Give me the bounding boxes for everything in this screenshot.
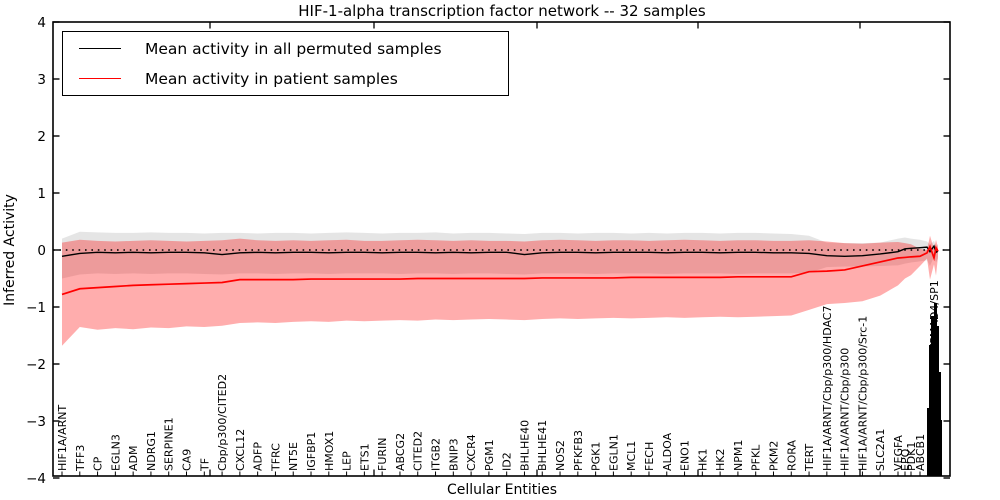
x-tick-label: FECH: [643, 442, 656, 471]
permuted-mean-line: [61, 244, 939, 257]
x-tick-label: FURIN: [376, 438, 389, 472]
x-tick-label: PDK1: [905, 442, 918, 471]
y-axis-label: Inferred Activity: [2, 194, 18, 306]
x-tick-label: CXCR4: [465, 434, 478, 471]
y-tick-label: −4: [26, 471, 46, 487]
x-tick-label: SERPINE1: [163, 417, 176, 471]
legend-item-patient: Mean activity in patient samples: [63, 66, 508, 92]
x-tick-label: CITED2: [412, 431, 425, 471]
x-tick-label: ALDOA: [661, 432, 674, 471]
x-tick-label: BHLHE41: [536, 420, 549, 471]
x-tick-label: PGK1: [590, 442, 603, 471]
x-tick-label: PKM2: [767, 441, 780, 471]
legend-label-permuted: Mean activity in all permuted samples: [145, 39, 442, 58]
x-tick-label: Cbp/p300/CITED2: [216, 374, 229, 471]
x-tick-label: TFRC: [269, 443, 282, 472]
x-tick-label: ID2: [501, 452, 514, 471]
x-tick-label: NT5E: [287, 442, 300, 471]
x-tick-label: EGLN3: [109, 434, 122, 471]
x-tick-label: MCL1: [625, 441, 638, 471]
patient-confidence-band: [62, 235, 938, 346]
y-tick-label: 1: [37, 186, 46, 202]
x-tick-label: TFF3: [74, 445, 87, 472]
x-tick-label: ADFP: [252, 442, 265, 471]
legend-label-patient: Mean activity in patient samples: [145, 69, 398, 88]
x-tick-label: ENO1: [679, 440, 692, 471]
x-tick-label: ETS1: [358, 443, 371, 471]
x-tick-label: SLC2A1: [874, 429, 887, 471]
chart-title: HIF-1-alpha transcription factor network…: [298, 2, 706, 20]
x-tick-label: NOS2: [554, 440, 567, 471]
x-tick-label: HIF1A/ARNT/Cbp/p300/HDAC7: [821, 306, 834, 472]
x-tick-label: CP: [92, 456, 105, 471]
x-tick-label: RORA: [785, 440, 798, 471]
x-tick-label: TF: [198, 458, 211, 472]
x-tick-label: NPM1: [732, 440, 745, 471]
x-tick-label: ITGB2: [430, 438, 443, 471]
x-tick-label: CXCL12: [234, 429, 247, 471]
x-tick-label: HIF1A/ARNT/Cbp/p300: [839, 348, 852, 471]
x-tick-label: IGFBP1: [305, 432, 318, 471]
y-tick-label: −1: [26, 300, 46, 316]
y-tick-label: −3: [26, 414, 46, 430]
x-tick-label: EGLN1: [607, 434, 620, 471]
y-tick-label: −2: [26, 357, 46, 373]
x-tick-label: PFKFB3: [572, 430, 585, 471]
x-tick-label: PGM1: [483, 439, 496, 471]
y-tick-label: 2: [37, 129, 46, 145]
x-tick-label: TERT: [803, 443, 816, 472]
x-tick-label: ADM: [127, 446, 140, 472]
red-line-sample-icon: [79, 78, 121, 79]
x-tick-label: EPO: [899, 448, 912, 471]
y-tick-label: 3: [37, 72, 46, 88]
x-tick-label: HMOX1: [323, 431, 336, 471]
permuted-confidence-band: [62, 231, 938, 279]
black-line-sample-icon: [79, 48, 121, 49]
x-tick-label: PFKL: [750, 444, 763, 471]
x-tick-label: CA9: [181, 449, 194, 471]
y-tick-label: 0: [37, 243, 46, 259]
x-tick-label: HK2: [714, 449, 727, 471]
overlapping-labels-blob: [927, 303, 942, 476]
legend-item-permuted: Mean activity in all permuted samples: [63, 36, 508, 62]
x-tick-label: VEGFA: [892, 435, 905, 471]
x-axis-label: Cellular Entities: [446, 482, 558, 498]
legend-box: Mean activity in all permuted samples Me…: [62, 31, 509, 96]
x-tick-label: BNIP3: [447, 438, 460, 471]
x-tick-label: LEP: [341, 451, 354, 471]
y-tick-label: 4: [37, 15, 46, 31]
x-tick-label: HIF1A/ARNT: [56, 405, 69, 471]
axes-frame: [52, 21, 951, 477]
x-tick-label: ABCB1: [914, 434, 927, 471]
x-tick-label: HK1: [696, 449, 709, 471]
patient-mean-line: [61, 244, 939, 296]
x-tick-label: BHLHE40: [518, 420, 531, 471]
x-tick-label: HIF1A/ARNT/Cbp/p300/Src-1: [856, 316, 869, 471]
x-tick-label: NDRG1: [145, 431, 158, 471]
x-tick-label: ABCG2: [394, 433, 407, 471]
